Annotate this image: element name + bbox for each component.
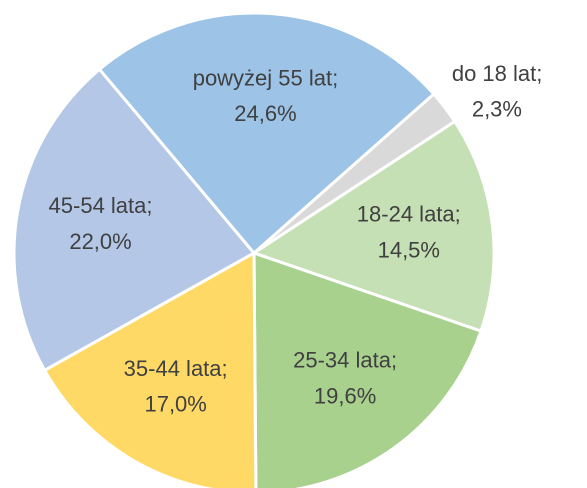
data-label-category: do 18 lat — [452, 61, 536, 86]
data-label-category: 35-44 lata — [124, 356, 223, 381]
pie-slice — [12, 67, 257, 373]
data-label: 45-54 lata; — [49, 193, 153, 218]
data-label-separator: ; — [146, 193, 152, 218]
data-label-value: 19,6% — [314, 383, 376, 408]
data-label-value: 17,0% — [144, 392, 206, 417]
data-label-category: 18-24 lata — [357, 201, 456, 226]
data-label-separator: ; — [391, 347, 397, 372]
data-label-value: 14,5% — [378, 237, 440, 262]
data-label-category: 45-54 lata — [49, 193, 148, 218]
data-label-value: 24,6% — [234, 101, 296, 126]
data-label: 25-34 lata; — [293, 347, 397, 372]
data-label-value: 22,0% — [69, 229, 131, 254]
data-label: 35-44 lata; — [124, 356, 228, 381]
data-label: do 18 lat; — [452, 61, 543, 86]
data-label-value: 2,3% — [472, 97, 522, 122]
data-label-separator: ; — [455, 201, 461, 226]
pie-slice — [97, 11, 436, 256]
pie-slice — [252, 250, 483, 488]
data-label-separator: ; — [536, 61, 542, 86]
data-label-separator: ; — [332, 65, 338, 90]
data-label-separator: ; — [222, 356, 228, 381]
data-label-category: 25-34 lata — [293, 347, 392, 372]
data-label: 18-24 lata; — [357, 201, 461, 226]
data-label-category: powyżej 55 lat — [193, 65, 332, 90]
pie-slice — [250, 119, 496, 333]
pie-slice — [42, 250, 258, 488]
data-label: powyżej 55 lat; — [193, 65, 339, 90]
